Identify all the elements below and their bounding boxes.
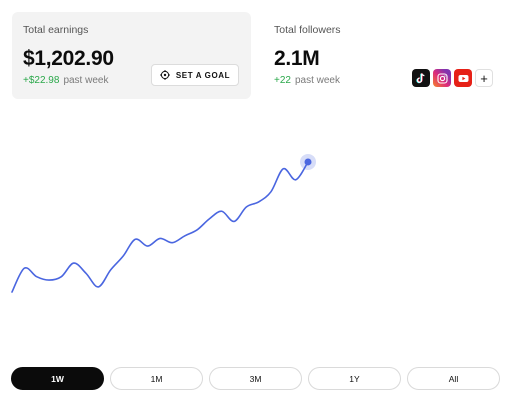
- range-1m[interactable]: 1M: [110, 367, 203, 390]
- range-all[interactable]: All: [407, 367, 500, 390]
- youtube-icon[interactable]: [454, 69, 472, 87]
- instagram-icon[interactable]: [433, 69, 451, 87]
- followers-delta: +22: [274, 75, 291, 86]
- earnings-chart: [11, 153, 316, 293]
- earnings-delta: +$22.98: [23, 75, 60, 86]
- social-icons: +: [412, 69, 493, 87]
- earnings-label: Total earnings: [23, 24, 89, 36]
- range-selector: 1W 1M 3M 1Y All: [11, 367, 500, 390]
- range-3m[interactable]: 3M: [209, 367, 302, 390]
- followers-label: Total followers: [274, 24, 341, 36]
- range-1y[interactable]: 1Y: [308, 367, 401, 390]
- target-icon: [159, 70, 170, 80]
- followers-value: 2.1M: [274, 47, 320, 70]
- add-social-button[interactable]: +: [475, 69, 493, 87]
- followers-delta-row: +22 past week: [274, 75, 340, 86]
- tiktok-icon[interactable]: [412, 69, 430, 87]
- set-goal-label: SET A GOAL: [175, 70, 231, 80]
- followers-period: past week: [294, 75, 340, 86]
- set-goal-button[interactable]: SET A GOAL: [151, 64, 239, 86]
- earnings-period: past week: [63, 75, 109, 86]
- earnings-value: $1,202.90: [23, 47, 114, 70]
- chart-line: [11, 161, 309, 293]
- earnings-delta-row: +$22.98 past week: [23, 75, 108, 86]
- followers-card: Total followers 2.1M +22 past week: [273, 12, 503, 99]
- range-1w[interactable]: 1W: [11, 367, 104, 390]
- chart-last-point[interactable]: [304, 158, 312, 166]
- earnings-card: Total earnings $1,202.90 +$22.98 past wee…: [12, 12, 251, 99]
